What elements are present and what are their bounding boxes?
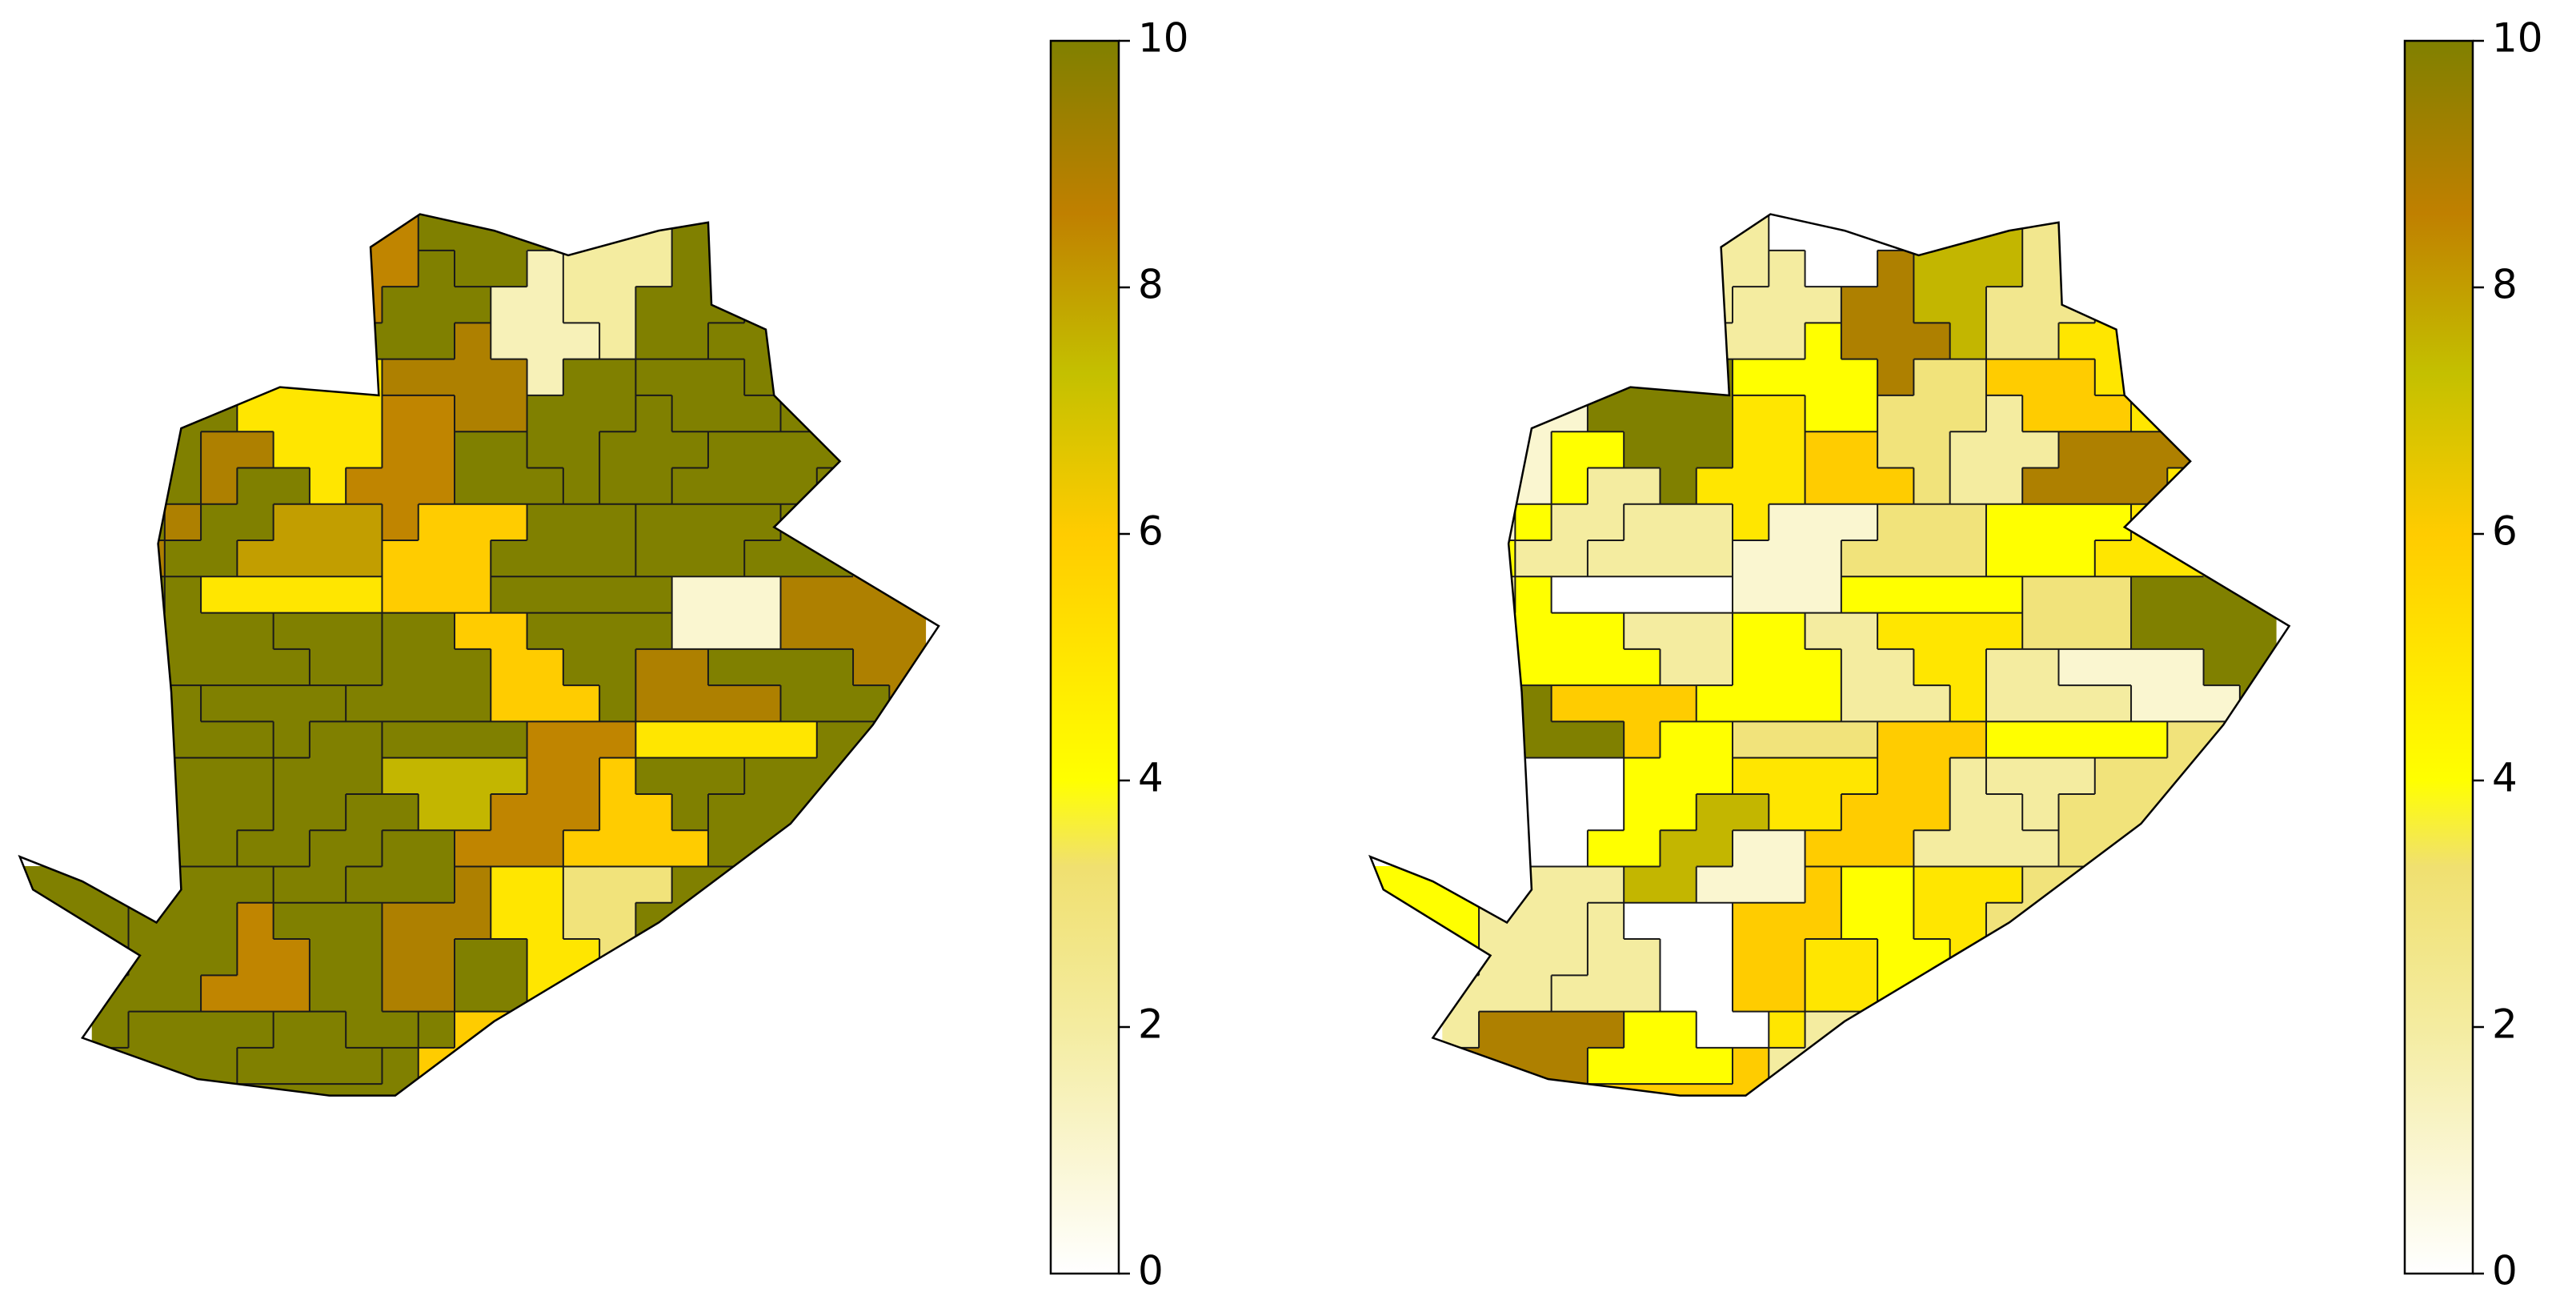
region — [200, 576, 383, 614]
region — [1985, 757, 2096, 831]
region — [1805, 431, 1914, 505]
region — [635, 720, 818, 759]
region-borders — [1442, 214, 2241, 1085]
colorbar-tick-label: 0 — [2492, 1248, 2518, 1294]
region — [1551, 902, 1661, 1013]
map-outline — [18, 213, 940, 1097]
region — [1949, 395, 2059, 505]
region — [273, 793, 419, 904]
region — [1514, 757, 1625, 868]
region — [200, 902, 310, 1013]
region — [19, 866, 130, 976]
region — [1623, 793, 1769, 904]
region — [2021, 576, 2132, 650]
region — [2058, 648, 2241, 722]
region — [707, 648, 890, 722]
region — [671, 431, 854, 505]
region — [164, 757, 274, 868]
region — [1370, 866, 1480, 976]
region — [1913, 866, 2023, 976]
region — [1732, 720, 1878, 759]
region — [599, 395, 709, 505]
map — [1370, 214, 2277, 1096]
map — [19, 214, 927, 1096]
region — [635, 757, 745, 831]
colorbar-tick-label: 4 — [1138, 755, 1164, 801]
colorbar-tick-label: 6 — [1138, 508, 1164, 555]
region — [563, 866, 673, 976]
colorbar-tick-label: 10 — [2492, 15, 2543, 62]
region — [454, 431, 564, 505]
region — [1696, 829, 1806, 904]
map-outline — [1368, 213, 2291, 1097]
colorbar-tick-label: 2 — [2492, 1001, 2518, 1048]
region — [1841, 576, 2023, 614]
region — [1551, 576, 1733, 614]
region — [418, 938, 528, 1049]
colorbar — [2403, 39, 2474, 1275]
region — [273, 612, 383, 686]
region — [1623, 612, 1733, 686]
colorbar — [1049, 39, 1120, 1275]
colorbar-tick-label: 10 — [1138, 15, 1189, 62]
colorbar-tick-label: 8 — [1138, 262, 1164, 308]
colorbar-tick-label: 0 — [1138, 1248, 1164, 1294]
region — [2021, 431, 2205, 505]
colorbar-tick-label: 4 — [2492, 755, 2518, 801]
region — [345, 829, 455, 904]
region-borders — [92, 214, 891, 1085]
colorbar-tick-label: 8 — [2492, 262, 2518, 308]
colorbar-tick-label: 6 — [2492, 508, 2518, 555]
colorbar-tick-label: 2 — [1138, 1001, 1164, 1048]
region — [1768, 938, 1878, 1049]
region — [1985, 720, 2168, 759]
region — [671, 576, 781, 650]
region — [490, 576, 673, 614]
region — [381, 720, 528, 759]
